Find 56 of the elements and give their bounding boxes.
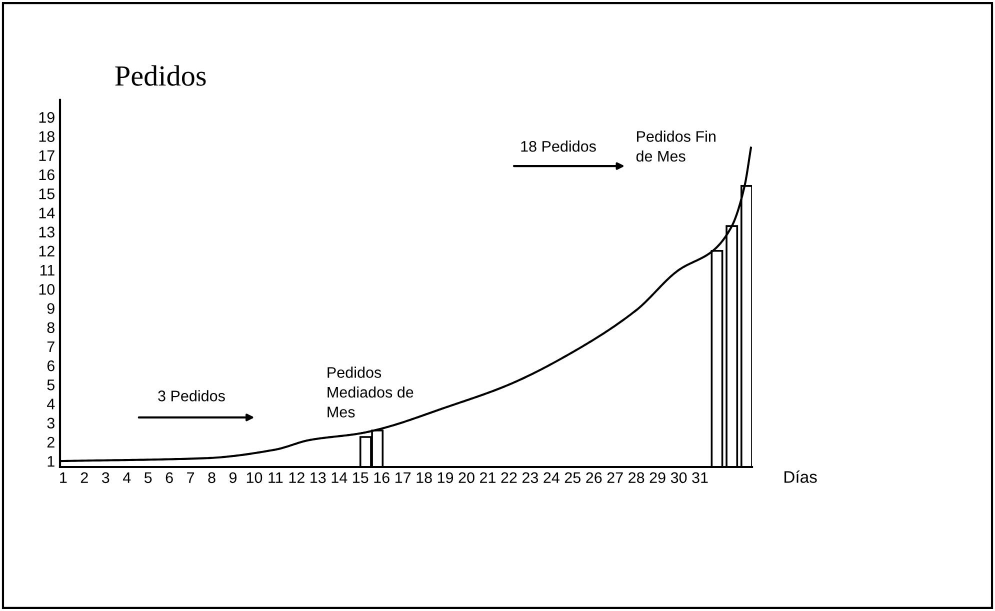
y-tick-label: 12 (39, 246, 54, 256)
annotation: 3 Pedidos (158, 390, 225, 402)
x-tick-label: 29 (650, 472, 666, 484)
x-tick-label: 20 (458, 472, 474, 484)
x-tick-label: 21 (480, 472, 496, 483)
x-tick-label: 19 (438, 472, 454, 484)
y-tick-label: 5 (47, 380, 54, 390)
y-tick-label: 11 (40, 265, 54, 276)
x-tick-label: 25 (564, 472, 581, 484)
y-tick-label: 7 (47, 341, 54, 352)
x-tick-label: 16 (374, 472, 390, 484)
x-tick-label: 3 (102, 472, 110, 484)
y-tick-label: 3 (47, 418, 54, 429)
y-tick-label: 9 (47, 303, 54, 314)
x-tick-label: 31 (692, 472, 708, 484)
y-tick-label: 14 (39, 208, 55, 218)
x-tick-label: 8 (208, 472, 216, 484)
x-tick-label: 1 (60, 472, 67, 483)
x-tick-label: 9 (229, 472, 237, 484)
annotation: 18 Pedidos (521, 140, 596, 152)
x-tick-label: 27 (607, 472, 623, 483)
y-tick-label: 1 (48, 456, 54, 467)
x-tick-label: 23 (522, 472, 538, 484)
y-tick-label: 17 (39, 150, 54, 161)
x-tick-label: 17 (395, 472, 411, 483)
chart-title: Pedidos (115, 65, 206, 86)
x-tick-label: 14 (332, 472, 348, 483)
x-tick-label: 10 (246, 472, 262, 484)
x-tick-label: 12 (289, 472, 304, 483)
y-tick-label: 2 (47, 436, 54, 448)
x-tick-label: 26 (586, 472, 602, 484)
y-tick-label: 15 (39, 188, 54, 200)
annotation: Pedidos Mediados de Mes (328, 366, 414, 418)
x-tick-label: 24 (544, 472, 560, 483)
x-tick-label: 11 (268, 472, 283, 483)
y-tick-label: 16 (39, 169, 54, 180)
y-tick-label: 4 (46, 398, 55, 410)
y-tick-label: 19 (39, 112, 54, 123)
x-tick-label: 28 (628, 472, 644, 484)
y-tick-label: 8 (47, 322, 54, 334)
x-tick-label: 18 (416, 472, 432, 484)
x-tick-label: 7 (187, 472, 194, 483)
x-tick-label: 30 (670, 472, 687, 484)
x-tick-label: 15 (353, 472, 368, 484)
annotation: Pedidos Fin de Mes (636, 130, 716, 162)
x-tick-label: 2 (80, 472, 88, 483)
x-tick-label: 22 (501, 472, 517, 483)
x-tick-label: 6 (166, 472, 173, 484)
x-tick-label: 4 (122, 472, 131, 483)
x-tick-label: 5 (144, 472, 152, 484)
y-tick-label: 10 (39, 284, 55, 295)
y-tick-label: 18 (39, 131, 54, 142)
y-tick-label: 6 (47, 360, 54, 372)
x-axis-title: Días (784, 470, 817, 483)
y-tick-label: 13 (39, 226, 54, 238)
x-tick-label: 13 (310, 472, 326, 484)
